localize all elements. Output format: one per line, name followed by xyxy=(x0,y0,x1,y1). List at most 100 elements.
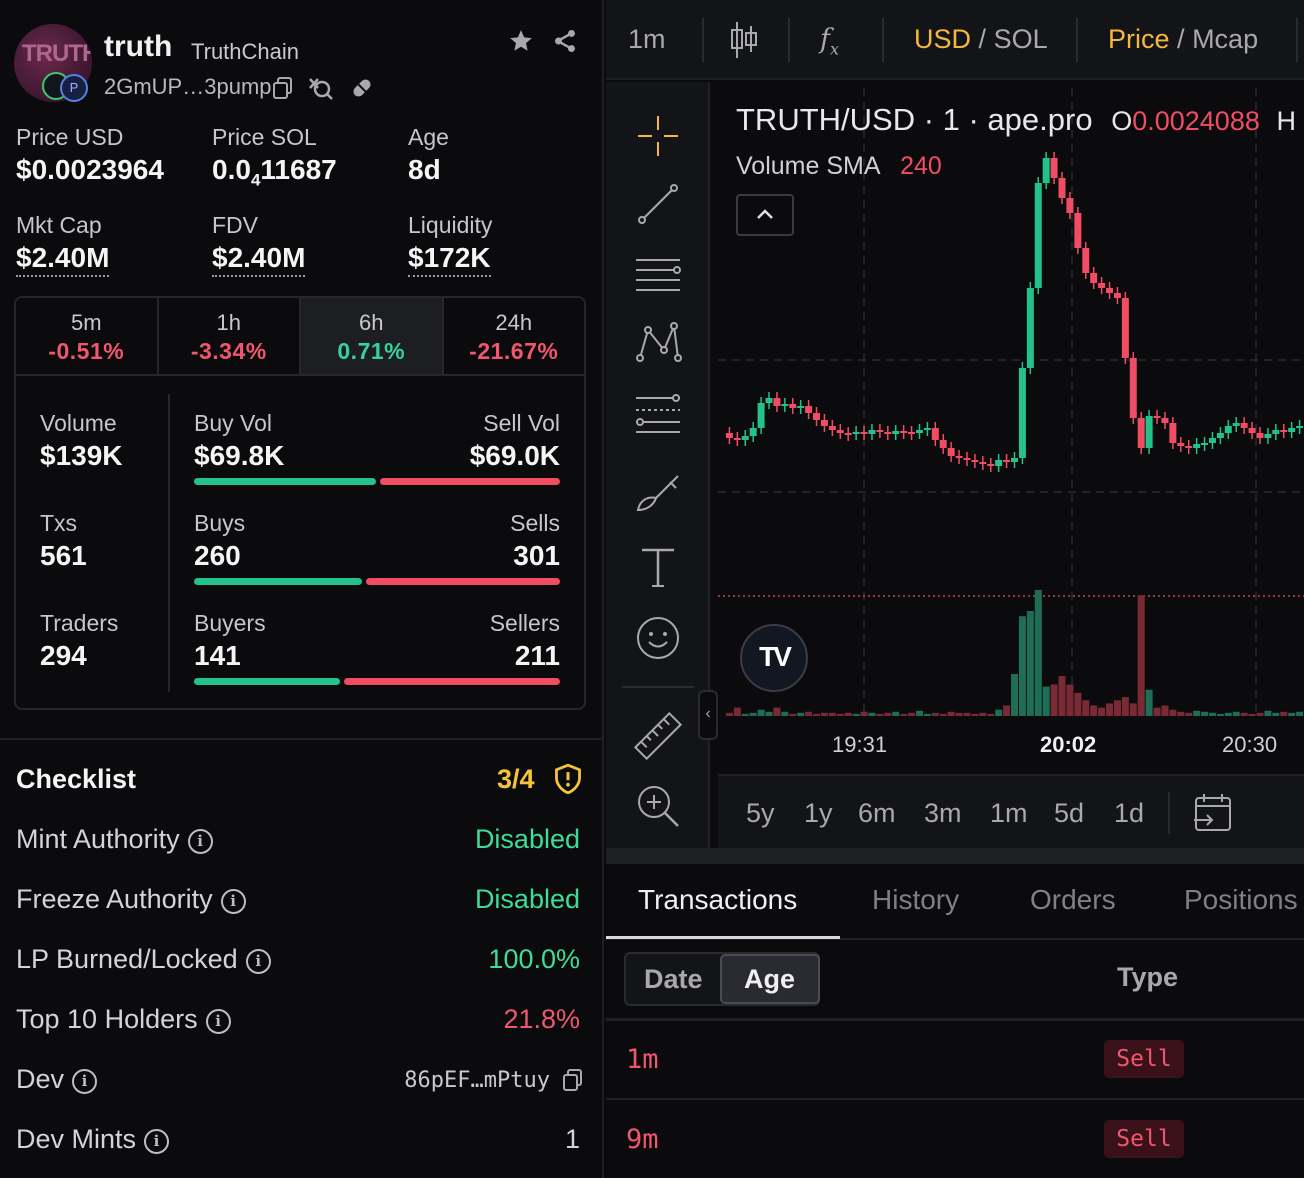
metric-mcap[interactable]: Mcap xyxy=(1192,24,1259,54)
volume-bar xyxy=(828,712,836,716)
copy-dev-address-icon[interactable] xyxy=(562,1068,584,1092)
brush-icon[interactable] xyxy=(634,468,682,516)
pattern-tool-icon[interactable] xyxy=(634,318,682,366)
date-range-icon[interactable] xyxy=(1192,792,1234,834)
emoji-icon[interactable] xyxy=(634,614,682,662)
candle-body xyxy=(1090,273,1098,283)
trend-line-icon[interactable] xyxy=(634,180,682,228)
table-header-divider xyxy=(606,1018,1304,1021)
volume-bar xyxy=(971,713,979,716)
timeframe-name: 1h xyxy=(216,310,241,335)
metric-toggle[interactable]: Price / Mcap xyxy=(1108,24,1258,55)
currency-sol[interactable]: SOL xyxy=(993,24,1048,54)
volume-bar xyxy=(1011,674,1018,716)
horizontal-lines-icon[interactable] xyxy=(634,248,682,296)
ruler-icon[interactable] xyxy=(634,712,682,760)
volume-bar xyxy=(1042,686,1050,716)
timeframe-6h[interactable]: 6h 0.71% xyxy=(301,298,444,374)
volume-bar xyxy=(900,713,908,716)
info-icon[interactable]: i xyxy=(187,829,213,854)
collapse-toolbar-button[interactable]: ‹ xyxy=(698,690,718,740)
toolbar-divider xyxy=(622,686,694,688)
volume-bar xyxy=(963,712,971,716)
top-holders-value: 21.8% xyxy=(503,1004,580,1034)
fib-retracement-icon[interactable] xyxy=(634,388,682,436)
info-icon[interactable]: i xyxy=(205,1009,231,1034)
candle-body xyxy=(1177,443,1185,446)
volume-bar xyxy=(805,711,813,716)
range-5y[interactable]: 5y xyxy=(746,798,775,828)
dev-address-value[interactable]: 86pEF…mPtuy xyxy=(404,1068,550,1093)
candle-body xyxy=(884,432,892,434)
candlestick-type-icon[interactable] xyxy=(728,20,760,60)
collapse-legend-button[interactable] xyxy=(736,194,794,236)
candle-body xyxy=(749,428,757,436)
volume-bar xyxy=(1272,712,1280,716)
liquidity-value[interactable]: $172K xyxy=(408,242,491,277)
candle-body xyxy=(1153,416,1161,418)
info-icon[interactable]: i xyxy=(245,949,271,974)
timeframe-1h[interactable]: 1h -3.34% xyxy=(159,298,301,374)
timeframe-change: -21.67% xyxy=(469,338,559,364)
interval-button[interactable]: 1m xyxy=(628,24,666,54)
volume-bar xyxy=(1145,689,1153,716)
currency-toggle[interactable]: USD / SOL xyxy=(914,24,1048,55)
info-icon[interactable]: i xyxy=(72,1069,98,1094)
range-6m[interactable]: 6m xyxy=(858,798,896,828)
volume-bar xyxy=(1090,705,1098,716)
volume-bar xyxy=(1264,710,1272,716)
fdv-value[interactable]: $2.40M xyxy=(212,242,306,277)
candle-body xyxy=(725,433,733,438)
volume-bar xyxy=(1121,697,1129,716)
tab-history[interactable]: History xyxy=(872,884,960,915)
platform-badge-icon: P xyxy=(60,74,88,102)
timeframe-24h[interactable]: 24h -21.67% xyxy=(444,298,585,374)
tradingview-logo[interactable]: TV xyxy=(740,624,808,692)
tab-transactions[interactable]: Transactions xyxy=(638,884,798,915)
age-toggle-option[interactable]: Age xyxy=(744,964,796,994)
crosshair-icon[interactable] xyxy=(634,112,682,160)
candle-body xyxy=(813,413,821,420)
currency-usd[interactable]: USD xyxy=(914,24,972,54)
tab-positions[interactable]: Positions xyxy=(1184,884,1298,915)
volume-bar xyxy=(1185,712,1193,716)
timeframe-name: 5m xyxy=(70,310,102,335)
ohlc-high-label: H xyxy=(1276,106,1296,136)
price-sol-zero-count: 4 xyxy=(250,170,261,190)
info-icon[interactable]: i xyxy=(144,1129,170,1154)
range-3m[interactable]: 3m xyxy=(924,798,962,828)
volume-bar xyxy=(1280,711,1288,716)
mkt-cap-value[interactable]: $2.40M xyxy=(16,242,110,277)
share-icon[interactable] xyxy=(552,28,578,54)
tab-orders[interactable]: Orders xyxy=(1030,884,1116,915)
range-1d[interactable]: 1d xyxy=(1114,798,1145,828)
candle-body xyxy=(931,428,939,440)
timeframe-5m[interactable]: 5m -0.51% xyxy=(16,298,159,374)
copy-address-icon[interactable] xyxy=(272,76,294,100)
volume-bar xyxy=(813,713,821,716)
zoom-in-icon[interactable] xyxy=(634,782,682,830)
range-1m[interactable]: 1m xyxy=(990,798,1028,828)
star-icon[interactable] xyxy=(508,28,534,54)
range-1y[interactable]: 1y xyxy=(804,798,833,828)
date-toggle-option[interactable]: Date xyxy=(644,964,703,994)
candle-body xyxy=(876,430,884,432)
candle-body xyxy=(836,430,844,433)
candle-body xyxy=(1264,434,1272,438)
range-5d[interactable]: 5d xyxy=(1054,798,1085,828)
metric-price[interactable]: Price xyxy=(1108,24,1170,54)
toggle-separator: / xyxy=(978,24,987,54)
x-axis-label: 20:02 xyxy=(1040,732,1097,757)
dev-mints-label: Dev Mints i xyxy=(16,1124,170,1155)
candle-body xyxy=(733,438,741,440)
indicators-icon[interactable]: fx xyxy=(820,24,840,59)
price-chart[interactable]: TRUTH/USD · 1 · ape.pro O0.0024088 H Vol… xyxy=(718,88,1304,772)
pill-icon[interactable] xyxy=(350,76,374,100)
info-icon[interactable]: i xyxy=(220,889,246,914)
active-tab-indicator xyxy=(606,936,840,939)
freeze-authority-label: Freeze Authority i xyxy=(16,884,246,915)
text-tool-icon[interactable] xyxy=(634,542,682,590)
dev-mints-value: 1 xyxy=(564,1124,580,1154)
search-on-x-icon[interactable] xyxy=(308,76,334,100)
lp-burned-value: 100.0% xyxy=(488,944,580,974)
